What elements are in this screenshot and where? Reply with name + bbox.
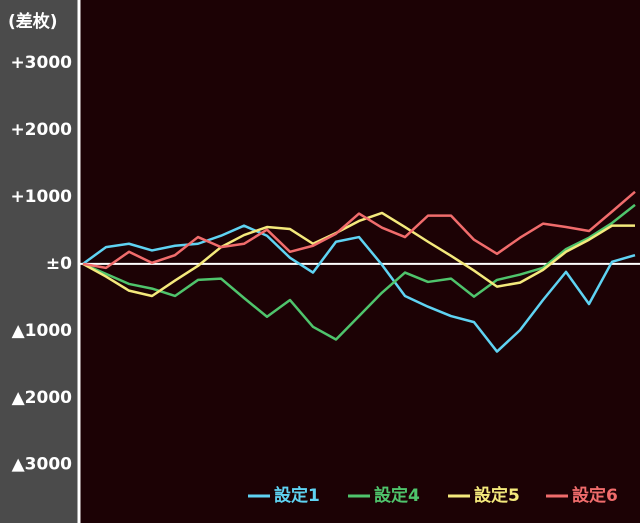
series-line [82, 203, 636, 341]
y-tick-label: ▲3000 [12, 455, 73, 475]
y-tick-label: ▲1000 [12, 321, 73, 341]
series-line [82, 190, 636, 270]
legend-label: 設定6 [572, 485, 618, 506]
series-line [82, 211, 635, 298]
y-tick-label: +3000 [10, 53, 72, 73]
legend-label: 設定4 [374, 485, 420, 506]
legend-label: 設定5 [474, 485, 520, 506]
y-tick-label: ▲2000 [12, 388, 73, 408]
y-tick-label: +2000 [10, 120, 72, 140]
chart-title: (差枚) [8, 11, 58, 32]
axis-panel [0, 0, 80, 523]
y-tick-label: ±0 [46, 254, 72, 274]
plot-area [80, 0, 640, 523]
series-line [82, 224, 636, 353]
y-tick-label: +1000 [10, 187, 72, 207]
legend-label: 設定1 [274, 485, 320, 506]
